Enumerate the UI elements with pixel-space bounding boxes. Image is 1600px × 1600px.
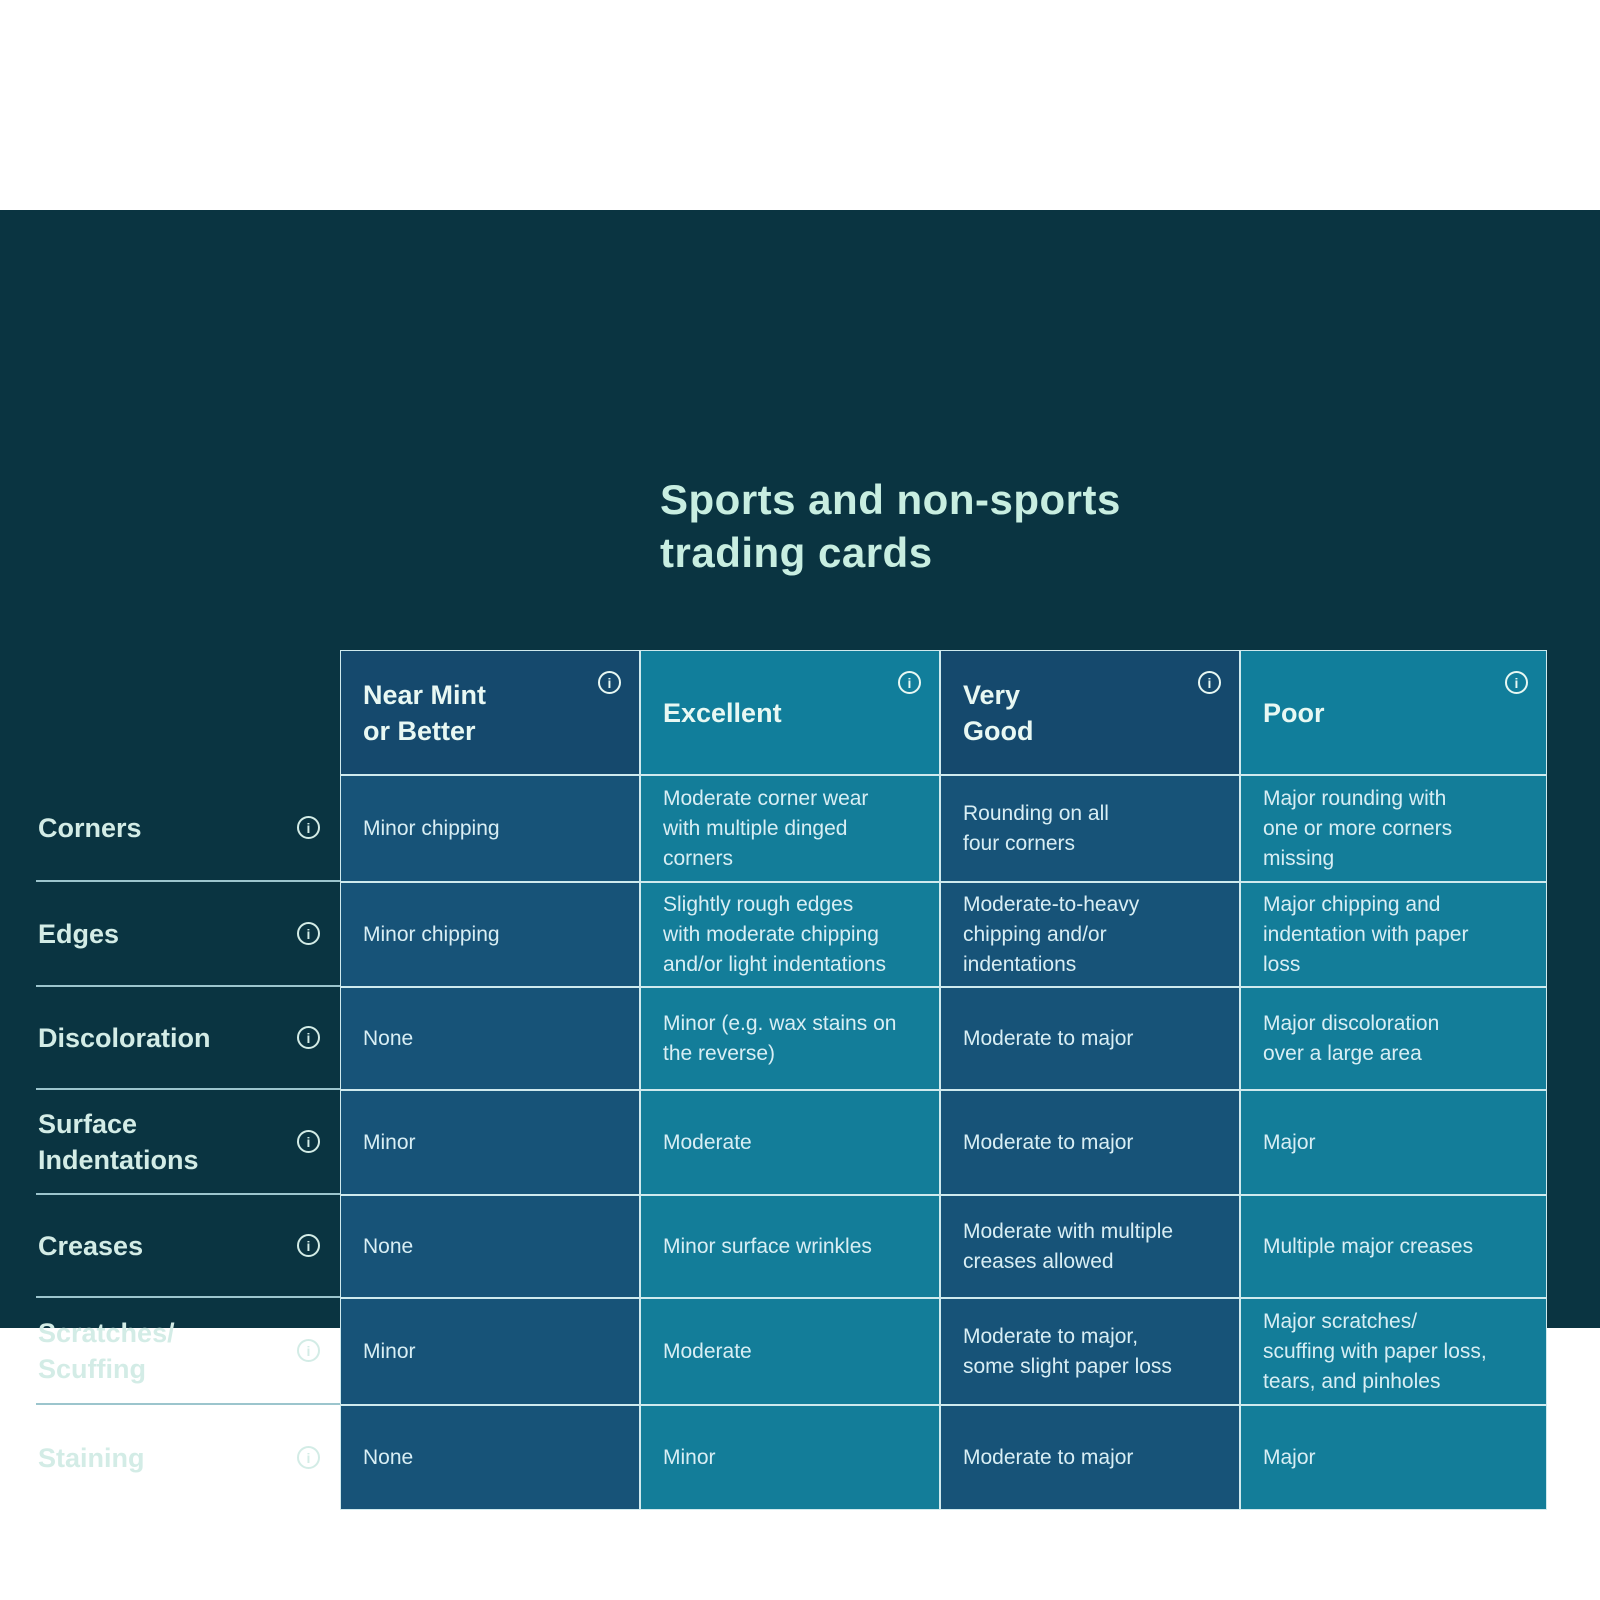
row-label-corners: Corners i [36, 775, 340, 882]
cell-text: Minor [663, 1445, 716, 1469]
cell-text: Slightly rough edges with moderate chipp… [663, 892, 886, 976]
table-corner-spacer [36, 650, 340, 775]
page-title: Sports and non-sports trading cards [660, 476, 1121, 576]
cell-creases-poor: Multiple major creases [1240, 1195, 1547, 1298]
cell-text: Rounding on all four corners [963, 801, 1109, 855]
cell-discoloration-poor: Major discoloration over a large area [1240, 987, 1547, 1090]
row-label-text: Scratches/ Scuffing [38, 1317, 175, 1384]
cell-text: Moderate with multiple creases allowed [963, 1219, 1174, 1273]
info-icon[interactable]: i [898, 671, 921, 694]
cell-text: Major [1263, 1130, 1316, 1154]
cell-text: Moderate corner wear with multiple dinge… [663, 786, 869, 870]
cell-text: None [363, 1234, 414, 1258]
column-header-label: Poor [1263, 697, 1325, 728]
info-icon[interactable]: i [297, 1339, 320, 1362]
cell-text: Moderate to major [963, 1445, 1134, 1469]
cell-text: Minor [363, 1130, 416, 1154]
row-label-text: Corners [38, 812, 142, 843]
cell-scratches-scuffing-near-mint: Minor [340, 1298, 640, 1405]
cell-scratches-scuffing-very-good: Moderate to major, some slight paper los… [940, 1298, 1240, 1405]
cell-staining-poor: Major [1240, 1405, 1547, 1510]
cell-text: Moderate-to-heavy chipping and/or indent… [963, 892, 1140, 976]
cell-edges-poor: Major chipping and indentation with pape… [1240, 882, 1547, 987]
cell-text: Minor surface wrinkles [663, 1234, 872, 1258]
cell-creases-very-good: Moderate with multiple creases allowed [940, 1195, 1240, 1298]
cell-text: Moderate to major [963, 1130, 1134, 1154]
cell-surface-indentations-very-good: Moderate to major [940, 1090, 1240, 1195]
row-label-scratches-scuffing: Scratches/ Scuffing i [36, 1298, 340, 1405]
cell-scratches-scuffing-excellent: Moderate [640, 1298, 940, 1405]
grading-panel: Sports and non-sports trading cards Near… [0, 210, 1600, 1510]
column-header-label: Very Good [963, 679, 1034, 746]
cell-surface-indentations-near-mint: Minor [340, 1090, 640, 1195]
info-icon[interactable]: i [297, 816, 320, 839]
row-label-text: Surface Indentations [38, 1108, 199, 1175]
cell-surface-indentations-excellent: Moderate [640, 1090, 940, 1195]
row-label-text: Creases [38, 1230, 144, 1261]
column-header-label: Near Mint or Better [363, 679, 487, 746]
cell-discoloration-very-good: Moderate to major [940, 987, 1240, 1090]
row-label-edges: Edges i [36, 882, 340, 987]
row-label-surface-indentations: Surface Indentations i [36, 1090, 340, 1195]
cell-creases-excellent: Minor surface wrinkles [640, 1195, 940, 1298]
cell-corners-near-mint: Minor chipping [340, 775, 640, 882]
cell-text: Minor chipping [363, 816, 500, 840]
cell-staining-excellent: Minor [640, 1405, 940, 1510]
info-icon[interactable]: i [598, 671, 621, 694]
info-icon[interactable]: i [1505, 671, 1528, 694]
cell-text: Moderate [663, 1339, 752, 1363]
cell-text: Minor (e.g. wax stains on the reverse) [663, 1011, 897, 1065]
column-header-very-good: Very Good i [940, 650, 1240, 775]
cell-edges-near-mint: Minor chipping [340, 882, 640, 987]
cell-text: Major chipping and indentation with pape… [1263, 892, 1469, 976]
cell-text: None [363, 1445, 414, 1469]
row-label-text: Edges [38, 918, 120, 949]
info-icon[interactable]: i [1198, 671, 1221, 694]
cell-staining-very-good: Moderate to major [940, 1405, 1240, 1510]
cell-text: None [363, 1026, 414, 1050]
cell-text: Major discoloration over a large area [1263, 1011, 1440, 1065]
cell-edges-very-good: Moderate-to-heavy chipping and/or indent… [940, 882, 1240, 987]
cell-discoloration-near-mint: None [340, 987, 640, 1090]
column-header-near-mint-or-better: Near Mint or Better i [340, 650, 640, 775]
column-header-excellent: Excellent i [640, 650, 940, 775]
row-label-text: Staining [38, 1442, 145, 1473]
info-icon[interactable]: i [297, 1130, 320, 1153]
cell-surface-indentations-poor: Major [1240, 1090, 1547, 1195]
cell-corners-very-good: Rounding on all four corners [940, 775, 1240, 882]
row-label-discoloration: Discoloration i [36, 987, 340, 1090]
info-icon[interactable]: i [297, 922, 320, 945]
cell-discoloration-excellent: Minor (e.g. wax stains on the reverse) [640, 987, 940, 1090]
cell-edges-excellent: Slightly rough edges with moderate chipp… [640, 882, 940, 987]
row-label-staining: Staining i [36, 1405, 340, 1510]
column-header-poor: Poor i [1240, 650, 1547, 775]
info-icon[interactable]: i [297, 1234, 320, 1257]
cell-staining-near-mint: None [340, 1405, 640, 1510]
cell-text: Minor chipping [363, 922, 500, 946]
cell-text: Moderate to major [963, 1026, 1134, 1050]
row-label-creases: Creases i [36, 1195, 340, 1298]
info-icon[interactable]: i [297, 1446, 320, 1469]
cell-creases-near-mint: None [340, 1195, 640, 1298]
cell-text: Major rounding with one or more corners … [1263, 786, 1453, 870]
info-icon[interactable]: i [297, 1026, 320, 1049]
row-label-text: Discoloration [38, 1022, 211, 1053]
cell-text: Moderate to major, some slight paper los… [963, 1324, 1172, 1378]
cell-text: Multiple major creases [1263, 1234, 1474, 1258]
cell-scratches-scuffing-poor: Major scratches/ scuffing with paper los… [1240, 1298, 1547, 1405]
cell-corners-excellent: Moderate corner wear with multiple dinge… [640, 775, 940, 882]
cell-corners-poor: Major rounding with one or more corners … [1240, 775, 1547, 882]
cell-text: Minor [363, 1339, 416, 1363]
grading-table: Near Mint or Better i Excellent i Very G… [36, 650, 1547, 1510]
cell-text: Major [1263, 1445, 1316, 1469]
cell-text: Major scratches/ scuffing with paper los… [1263, 1309, 1487, 1393]
cell-text: Moderate [663, 1130, 752, 1154]
column-header-label: Excellent [663, 697, 782, 728]
